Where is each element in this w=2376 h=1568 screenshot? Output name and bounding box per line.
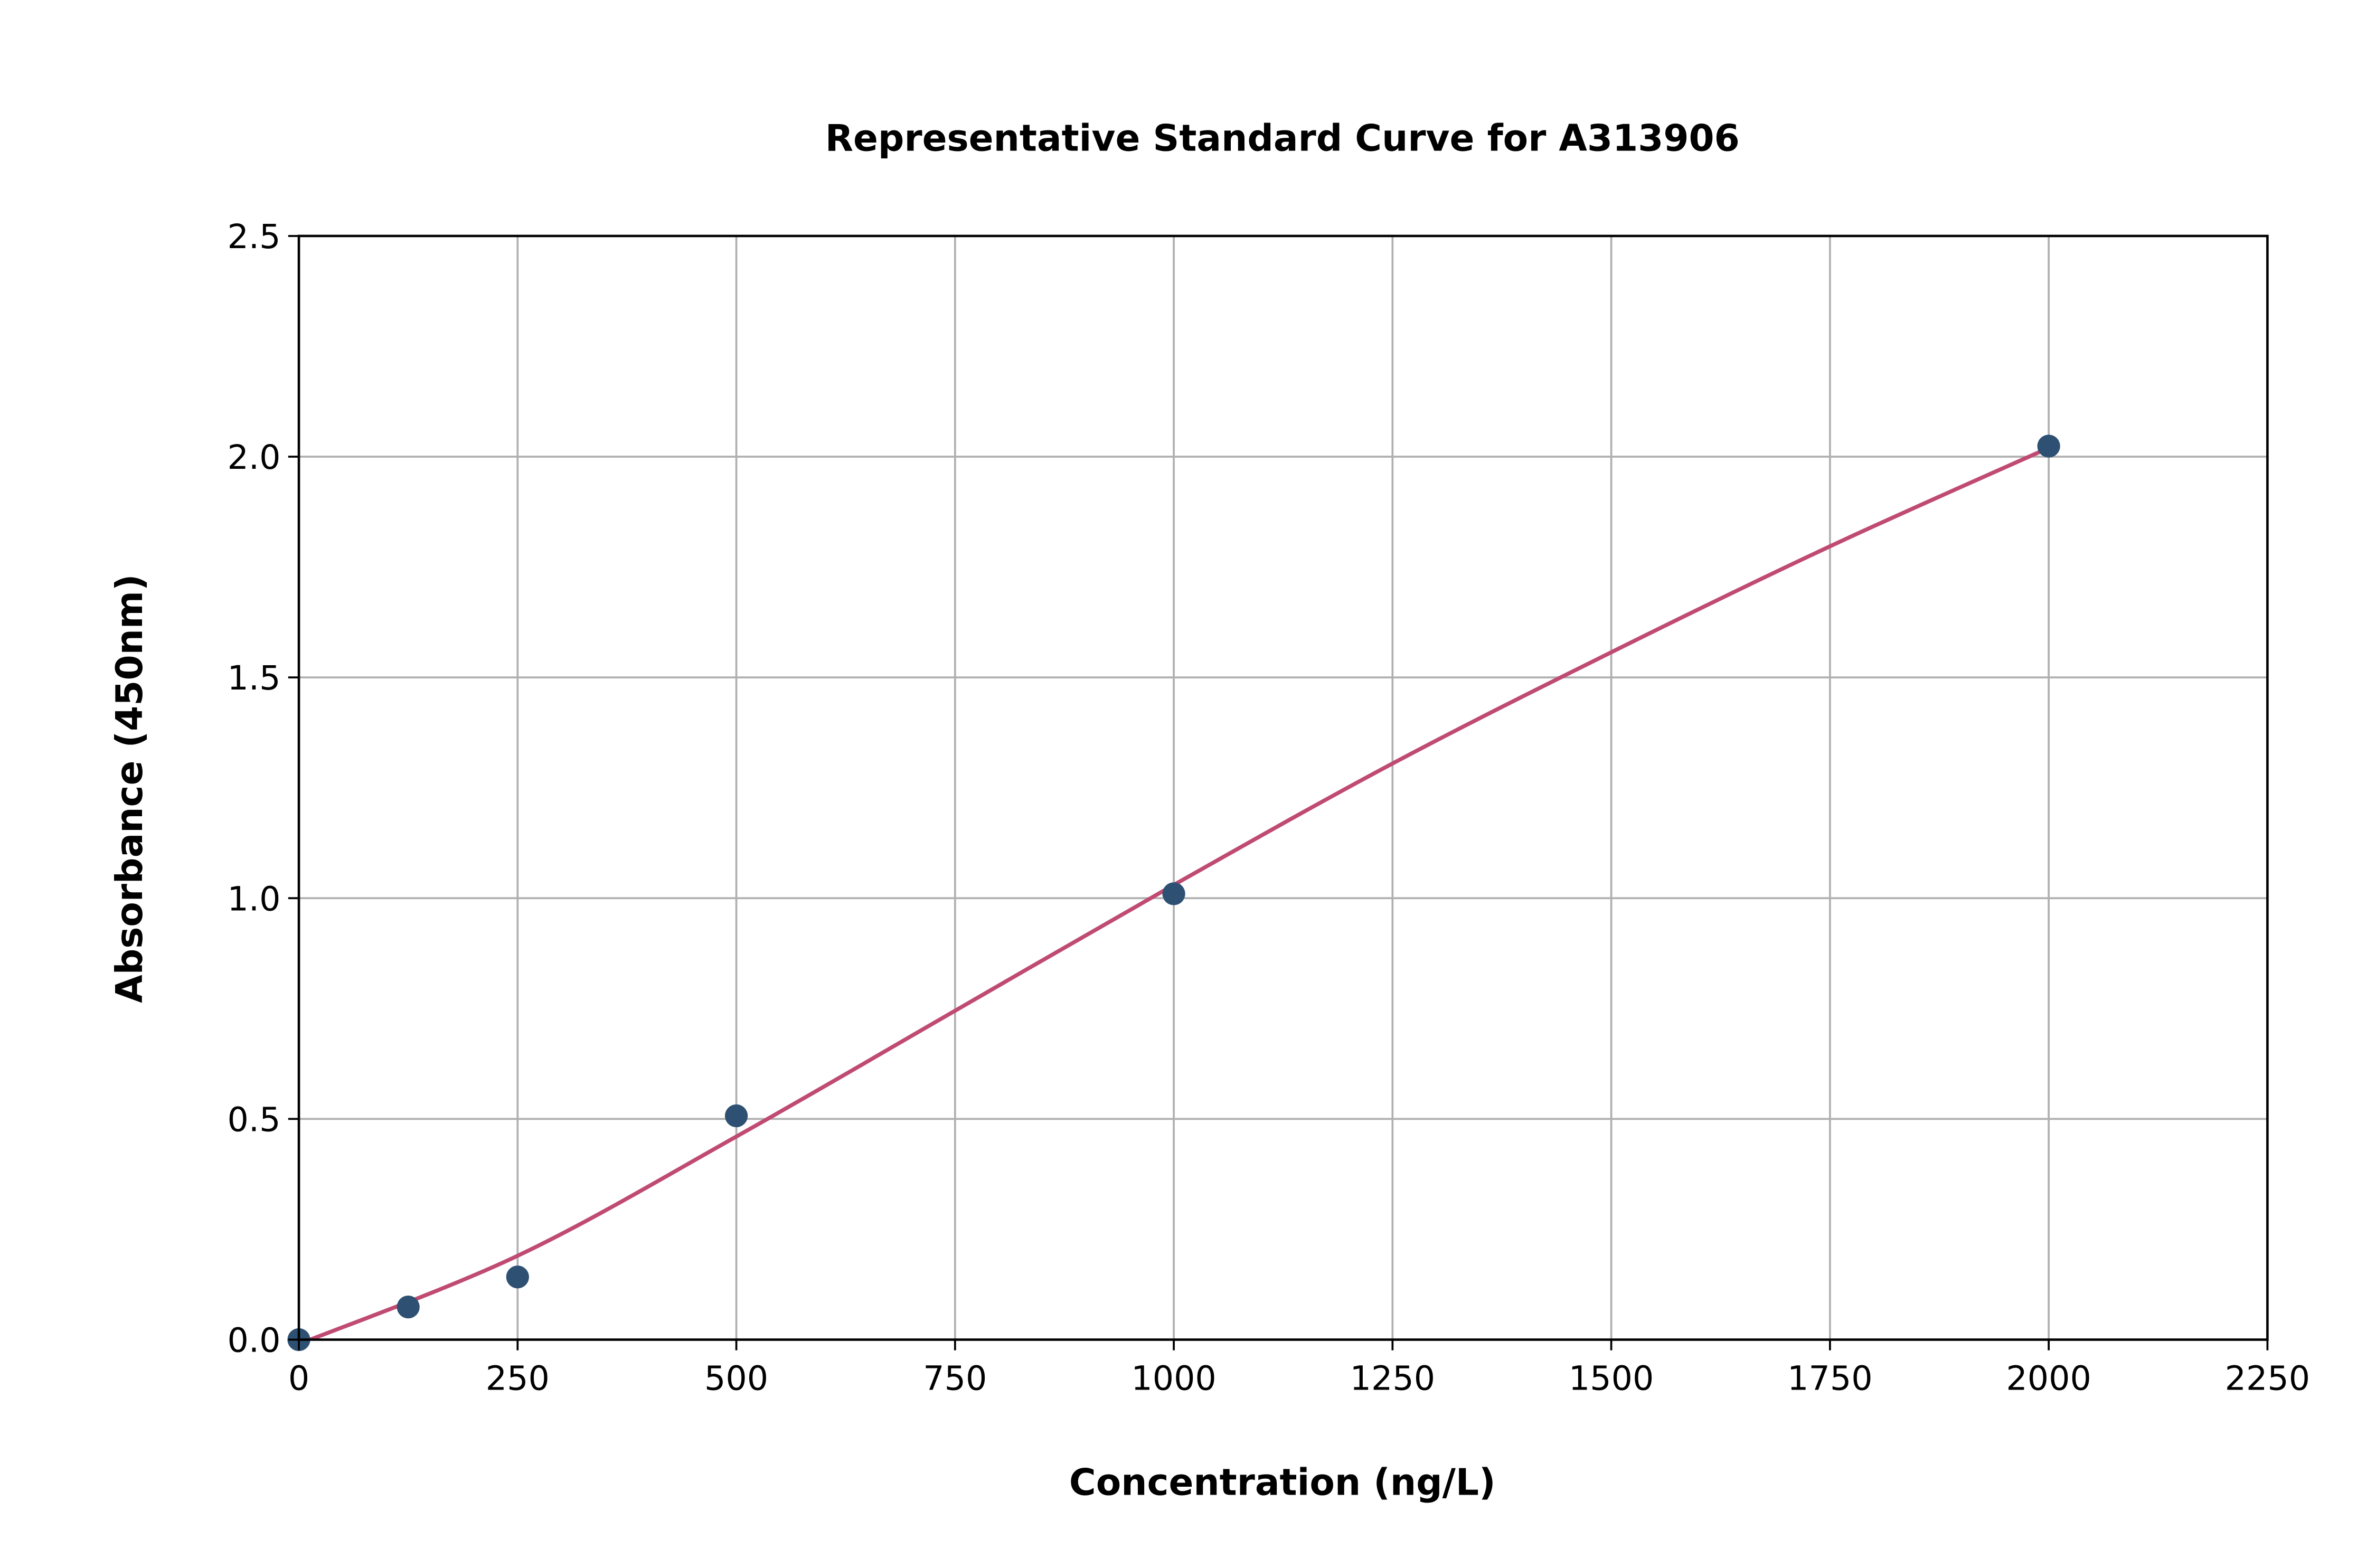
y-tick-label: 0.5: [228, 1100, 281, 1139]
plot-frame: [297, 234, 2269, 1341]
x-tick-label: 1000: [1131, 1359, 1216, 1398]
x-tick-label: 250: [486, 1359, 550, 1398]
data-point: [506, 1265, 529, 1289]
y-tick-label: 0.0: [228, 1321, 281, 1360]
grid: [298, 235, 2269, 1341]
chart-title: Representative Standard Curve for A31390…: [825, 117, 1740, 159]
y-ticks: 0.0 0.5 1.0 1.5 2.0 2.5: [228, 217, 299, 1360]
data-points: [287, 434, 2060, 1352]
y-axis-label: Absorbance (450nm): [109, 574, 151, 1003]
data-point: [724, 1104, 748, 1128]
data-point: [397, 1295, 420, 1319]
x-tick-label: 1250: [1350, 1359, 1435, 1398]
x-tick-label: 0: [288, 1359, 309, 1398]
x-tick-label: 2250: [2225, 1359, 2310, 1398]
x-tick-label: 750: [923, 1359, 987, 1398]
y-tick-label: 1.5: [228, 658, 281, 697]
data-point: [2037, 434, 2060, 458]
data-point: [1162, 882, 1185, 905]
x-tick-label: 2000: [2006, 1359, 2091, 1398]
y-tick-label: 2.0: [228, 438, 281, 477]
x-axis-label: Concentration (ng/L): [1069, 1462, 1496, 1504]
x-ticks: 0 250 500 750 1000 1250 1500 1750 2000 2250: [288, 1339, 2310, 1398]
x-tick-label: 1750: [1787, 1359, 1872, 1398]
x-tick-label: 500: [704, 1359, 768, 1398]
x-tick-label: 1500: [1569, 1359, 1654, 1398]
y-tick-label: 1.0: [228, 879, 281, 918]
y-tick-label: 2.5: [228, 217, 281, 256]
